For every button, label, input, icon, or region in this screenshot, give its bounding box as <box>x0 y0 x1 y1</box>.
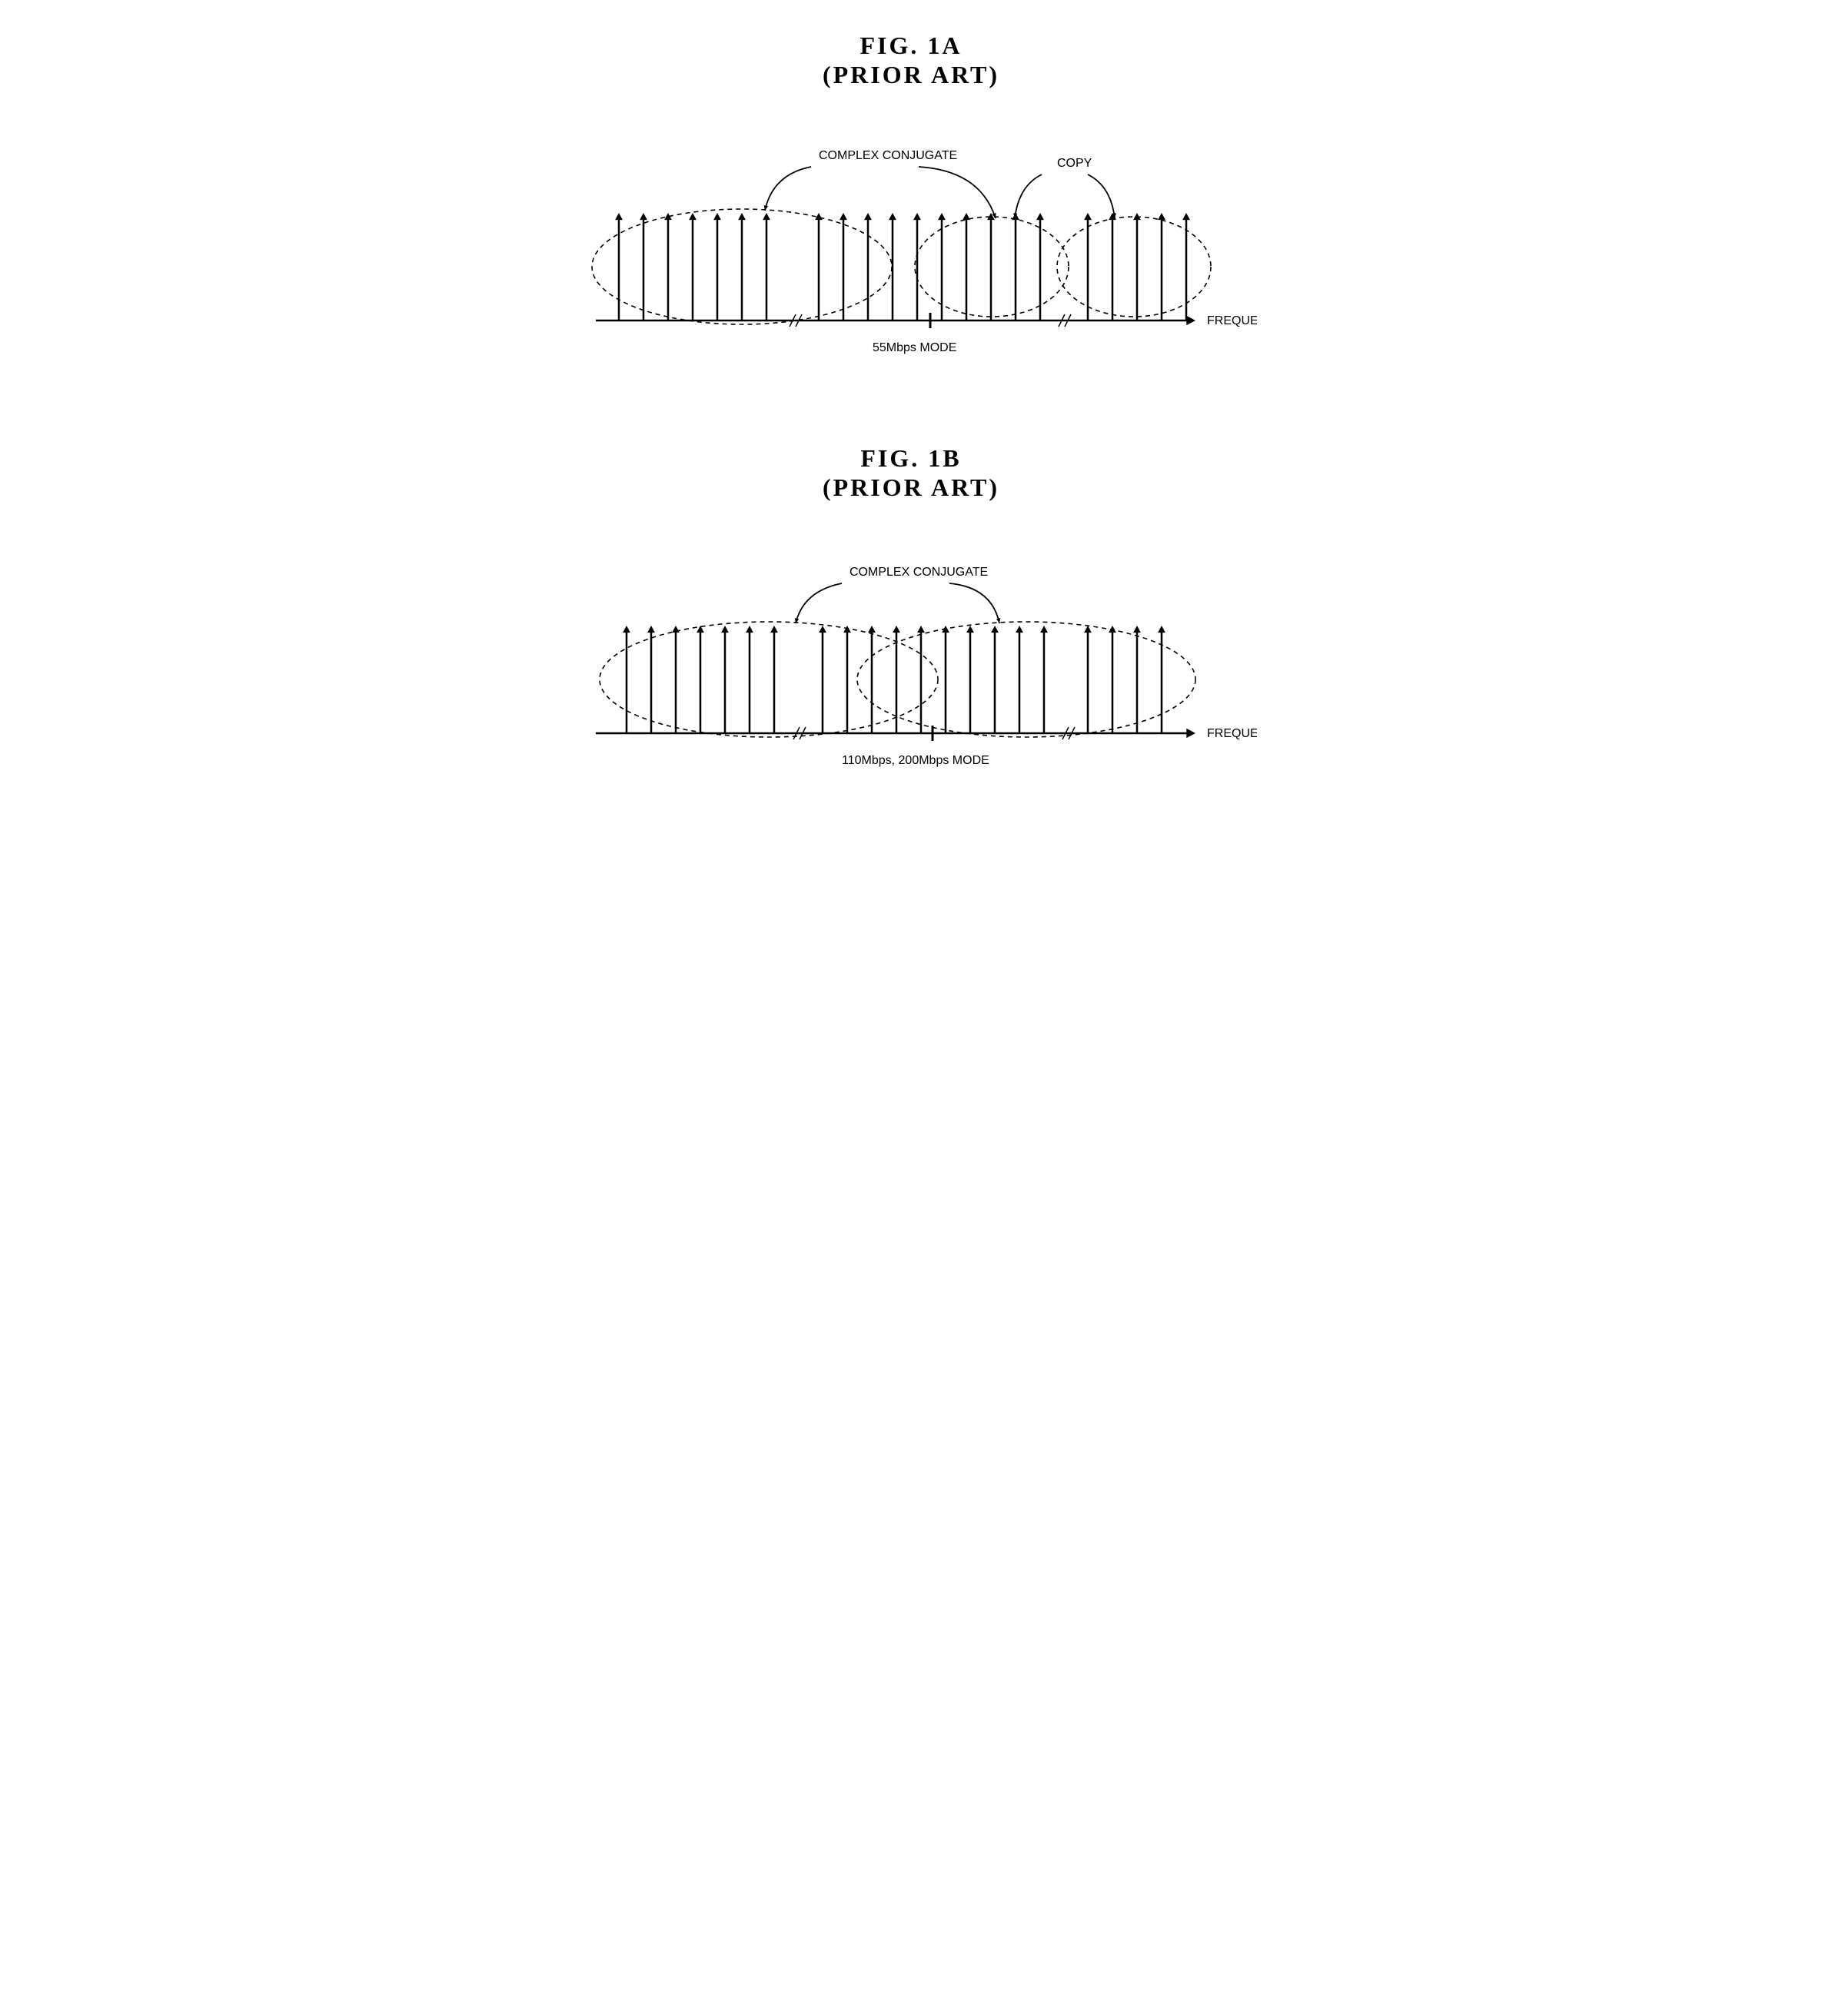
frequency-axis-label: FREQUENCY <box>1207 727 1257 740</box>
figure-1a-diagram: COMPLEX CONJUGATE COPY FREQUENCY 55Mbps MOD… <box>565 121 1257 382</box>
figure-1b-diagram: COMPLEX CONJUGATE FREQUENCY 110Mbps, 200Mb… <box>565 533 1257 795</box>
complex-conjugate-label: COMPLEX CONJUGATE <box>819 149 957 162</box>
complex-conjugate-label: COMPLEX CONJUGATE <box>849 566 988 579</box>
fig-b-line2: (PRIOR ART) <box>823 473 999 501</box>
fig-a-line1: FIG. 1A <box>860 32 963 59</box>
figure-1a-container: FIG. 1A (PRIOR ART) COMPLEX CONJUGATE COP… <box>565 31 1257 382</box>
frequency-axis-label: FREQUENCY <box>1207 314 1257 327</box>
mode-label: 55Mbps MODE <box>873 341 956 354</box>
copy-label: COPY <box>1057 157 1092 170</box>
fig-a-line2: (PRIOR ART) <box>823 61 999 88</box>
mode-label: 110Mbps, 200Mbps MODE <box>842 754 989 767</box>
figure-1a-title: FIG. 1A (PRIOR ART) <box>565 31 1257 90</box>
figure-1b-title: FIG. 1B (PRIOR ART) <box>565 443 1257 503</box>
figure-1b-container: FIG. 1B (PRIOR ART) COMPLEX CONJUGATE FRE… <box>565 443 1257 795</box>
fig-b-line1: FIG. 1B <box>860 444 961 472</box>
